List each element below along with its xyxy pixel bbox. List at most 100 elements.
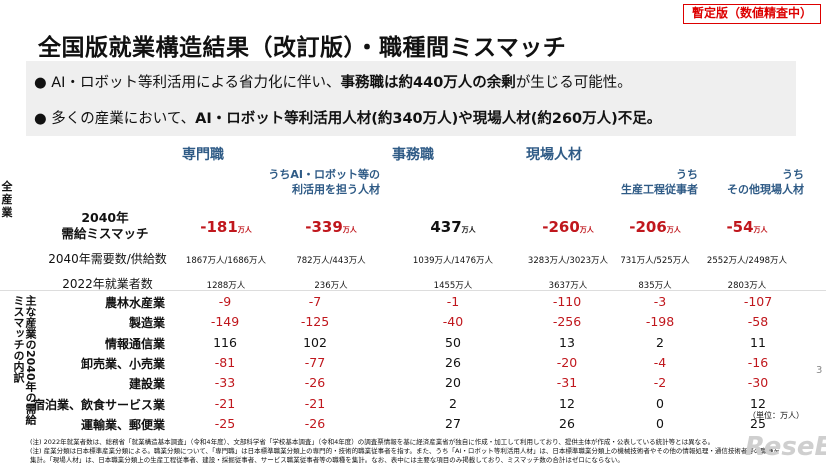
industry-value: -30	[747, 375, 769, 391]
employed-value: 2803万人	[727, 281, 767, 291]
industry-value: 12	[559, 395, 575, 411]
industry-value: -58	[747, 314, 769, 330]
industry-value: 27	[445, 415, 461, 431]
unit-text: 万人	[753, 226, 768, 234]
unit-text: 万人	[342, 226, 357, 234]
industry-value: 12	[750, 395, 766, 411]
industry-value: -4	[653, 354, 667, 370]
value-text: -260	[542, 218, 580, 236]
row-label-employed: 2022年就業者数	[62, 277, 153, 291]
summary-box: ● AI・ロボット等利活用による省力化に伴い、事務職は約440万人の余剰が生じる…	[26, 61, 796, 136]
subheader-production: うち 生産工程従事者	[621, 168, 698, 196]
divider	[0, 290, 826, 291]
subheader-other-field: うち その他現場人材	[727, 168, 804, 196]
industry-value: -198	[645, 314, 675, 330]
mismatch-value: 437万人	[408, 218, 498, 236]
industry-value: 2	[656, 334, 664, 350]
industry-value: -40	[442, 314, 464, 330]
industry-label: 製造業	[128, 316, 165, 331]
label-industry-breakdown: 主な産業の2040年の需給ミスマッチの内訳	[12, 295, 37, 425]
industry-value: -1	[446, 294, 460, 309]
industry-value: -125	[300, 314, 330, 330]
industry-value: -20	[556, 354, 578, 370]
demand-supply-value: 1039万人/1476万人	[412, 256, 494, 266]
mismatch-value: -181万人	[181, 218, 271, 236]
unit-text: 万人	[461, 226, 476, 234]
industry-label: 情報通信業	[104, 336, 165, 351]
industry-value: 11	[750, 334, 766, 350]
unit-text: 万人	[579, 226, 594, 234]
industry-value: 25	[750, 415, 766, 431]
industry-value: -31	[556, 375, 578, 391]
value-text: -54	[726, 218, 754, 236]
employed-value: 3637万人	[548, 281, 588, 291]
industry-value: 2	[449, 395, 457, 411]
demand-supply-value: 2552万人/2498万人	[706, 256, 788, 266]
industry-value: 20	[445, 375, 461, 391]
label-all-industries: 全産業	[1, 180, 13, 219]
industry-value: -26	[304, 375, 326, 391]
industry-value: 0	[656, 415, 664, 431]
industry-label: 宿泊業、飲食サービス業	[32, 397, 165, 412]
bullet-2: ● 多くの産業において、AI・ロボット等利活用人材(約340万人)や現場人材(約…	[34, 111, 662, 127]
industry-value: -81	[214, 354, 236, 370]
logo: ReseEd	[745, 432, 826, 462]
employed-value: 1455万人	[433, 281, 473, 291]
industry-value: -21	[304, 395, 326, 411]
mismatch-value: -206万人	[610, 218, 700, 236]
footnote-3: 集計。「現場人材」は、日本職業分類上の生産工程従事者、建設・採掘従事者、サービス…	[30, 456, 624, 464]
mismatch-value: -339万人	[286, 218, 376, 236]
employed-value: 1288万人	[206, 281, 246, 291]
value-text: -339	[305, 218, 343, 236]
row-label-demand-supply: 2040年需要数/供給数	[48, 252, 167, 266]
bullet-1: ● AI・ロボット等利活用による省力化に伴い、事務職は約440万人の余剰が生じる…	[34, 75, 632, 91]
industry-value: -33	[214, 375, 236, 391]
industry-label: 卸売業、小売業	[80, 356, 165, 371]
industry-value: -256	[552, 314, 582, 330]
industry-value: -25	[214, 415, 236, 431]
demand-supply-value: 3283万人/3023万人	[527, 256, 609, 266]
draft-badge: 暫定版（数値精査中）	[683, 4, 821, 24]
row-label-mismatch: 2040年 需給ミスマッチ	[61, 210, 149, 241]
industry-value: -3	[653, 294, 667, 309]
page-title: 全国版就業構造結果（改訂版）・職種間ミスマッチ	[38, 35, 567, 61]
industry-value: -21	[214, 395, 236, 411]
industry-value: -110	[552, 294, 582, 309]
industry-label: 建設業	[128, 377, 165, 392]
footnote-1: (注) 2022年就業者数は、総務省「就業構造基本調査」（令和4年度）、文部科学…	[30, 438, 715, 446]
demand-supply-value: 731万人/525万人	[620, 256, 690, 266]
industry-value: -16	[747, 354, 769, 370]
industry-value: 26	[445, 354, 461, 370]
industry-value: 0	[656, 395, 664, 411]
mismatch-value: -54万人	[702, 218, 792, 236]
header-professional: 専門職	[182, 147, 224, 163]
value-text: -181	[200, 218, 238, 236]
industry-value: 102	[303, 334, 327, 350]
industry-value: 50	[445, 334, 461, 350]
demand-supply-value: 782万人/443万人	[296, 256, 366, 266]
industry-value: -107	[743, 294, 773, 309]
header-field: 現場人材	[526, 147, 582, 163]
industry-value: -2	[653, 375, 667, 391]
industry-value: -77	[304, 354, 326, 370]
footnote-2: (注) 産業分類は日本標準産業分類による。職業分類について、「専門職」は日本標準…	[30, 447, 780, 455]
industry-value: -149	[210, 314, 240, 330]
industry-value: 26	[559, 415, 575, 431]
industry-value: -26	[304, 415, 326, 431]
unit-text: 万人	[666, 226, 681, 234]
mismatch-value: -260万人	[523, 218, 613, 236]
subheader-ai: うちAI・ロボット等の 利活用を担う人材	[268, 168, 380, 196]
industry-label: 運輸業、郵便業	[80, 417, 165, 432]
value-text: 437	[430, 218, 462, 236]
unit-text: 万人	[237, 226, 252, 234]
demand-supply-value: 1867万人/1686万人	[185, 256, 267, 266]
header-office: 事務職	[392, 147, 434, 163]
page-number: 3	[816, 365, 823, 376]
industry-value: -9	[218, 294, 232, 309]
industry-value: -7	[308, 294, 322, 309]
unit-note: （単位：万人）	[748, 411, 804, 420]
employed-value: 835万人	[638, 281, 672, 291]
industry-label: 農林水産業	[104, 296, 165, 310]
industry-value: 13	[559, 334, 575, 350]
employed-value: 236万人	[314, 281, 348, 291]
